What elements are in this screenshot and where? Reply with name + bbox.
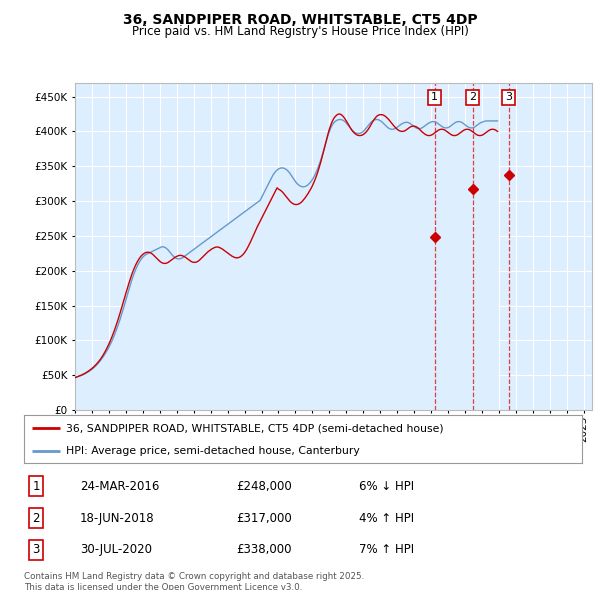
Text: 4% ↑ HPI: 4% ↑ HPI bbox=[359, 512, 414, 525]
Text: 36, SANDPIPER ROAD, WHITSTABLE, CT5 4DP (semi-detached house): 36, SANDPIPER ROAD, WHITSTABLE, CT5 4DP … bbox=[66, 423, 443, 433]
Text: 7% ↑ HPI: 7% ↑ HPI bbox=[359, 543, 414, 556]
Text: 36, SANDPIPER ROAD, WHITSTABLE, CT5 4DP: 36, SANDPIPER ROAD, WHITSTABLE, CT5 4DP bbox=[122, 13, 478, 27]
Text: £317,000: £317,000 bbox=[236, 512, 292, 525]
Text: 3: 3 bbox=[32, 543, 40, 556]
Text: 30-JUL-2020: 30-JUL-2020 bbox=[80, 543, 152, 556]
Text: 1: 1 bbox=[32, 480, 40, 493]
Text: £248,000: £248,000 bbox=[236, 480, 292, 493]
Text: £338,000: £338,000 bbox=[236, 543, 292, 556]
Text: 2: 2 bbox=[32, 512, 40, 525]
Text: 3: 3 bbox=[505, 93, 512, 102]
Text: 18-JUN-2018: 18-JUN-2018 bbox=[80, 512, 154, 525]
Text: 24-MAR-2016: 24-MAR-2016 bbox=[80, 480, 159, 493]
Text: 1: 1 bbox=[431, 93, 438, 102]
Text: 6% ↓ HPI: 6% ↓ HPI bbox=[359, 480, 414, 493]
Text: 2: 2 bbox=[469, 93, 476, 102]
Text: HPI: Average price, semi-detached house, Canterbury: HPI: Average price, semi-detached house,… bbox=[66, 446, 359, 456]
Text: Contains HM Land Registry data © Crown copyright and database right 2025.
This d: Contains HM Land Registry data © Crown c… bbox=[24, 572, 364, 590]
Text: Price paid vs. HM Land Registry's House Price Index (HPI): Price paid vs. HM Land Registry's House … bbox=[131, 25, 469, 38]
